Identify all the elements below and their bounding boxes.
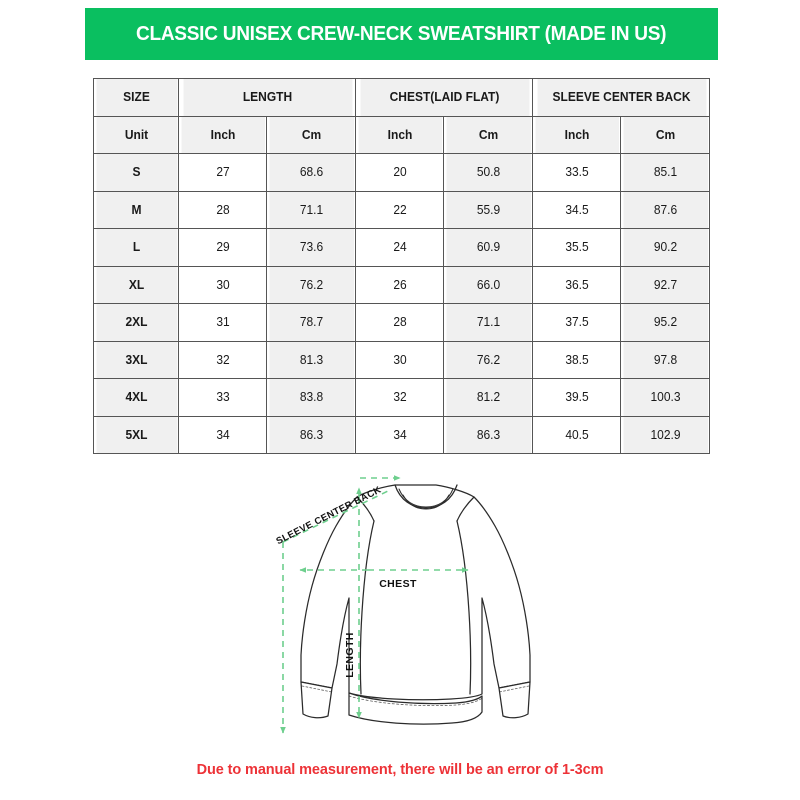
cell-sleeve-inch: 39.5 — [533, 378, 620, 417]
cell-chest-cm: 86.3 — [444, 415, 532, 454]
cell-chest-inch: 28 — [356, 303, 443, 342]
cell-chest-cm: 55.9 — [444, 190, 532, 229]
cell-chest-inch: 34 — [356, 415, 443, 454]
header-size: SIZE — [94, 78, 178, 117]
cell-chest-cm: 60.9 — [444, 228, 532, 267]
cell-chest-cm: 76.2 — [444, 340, 532, 379]
cell-chest-cm: 50.8 — [444, 153, 532, 192]
cell-length-cm: 83.8 — [267, 378, 355, 417]
cell-sleeve-inch: 33.5 — [533, 153, 620, 192]
cell-length-cm: 76.2 — [267, 265, 355, 304]
table-row: 4XL 33 83.8 32 81.2 39.5 100.3 — [94, 378, 710, 417]
cell-sleeve-inch: 40.5 — [533, 415, 620, 454]
cell-size: 3XL — [94, 340, 178, 379]
cell-chest-cm: 71.1 — [444, 303, 532, 342]
table-row: 2XL 31 78.7 28 71.1 37.5 95.2 — [94, 303, 710, 342]
sleeve-guide-diagonal — [282, 489, 391, 543]
table-unit-header-row: Unit Inch Cm Inch Cm Inch Cm — [94, 115, 710, 154]
cell-sleeve-inch: 36.5 — [533, 265, 620, 304]
cell-length-cm: 68.6 — [267, 153, 355, 192]
header-unit: Unit — [94, 115, 178, 154]
cell-sleeve-inch: 34.5 — [533, 190, 620, 229]
table-group-header-row: SIZE LENGTH CHEST(LAID FLAT) SLEEVE CENT… — [94, 78, 710, 117]
cell-size: 4XL — [94, 378, 178, 417]
label-length: LENGTH — [344, 632, 356, 678]
cell-sleeve-cm: 95.2 — [621, 303, 709, 342]
cell-length-inch: 29 — [179, 228, 266, 267]
page-title: CLASSIC UNISEX CREW-NECK SWEATSHIRT (MAD… — [136, 22, 667, 45]
cell-length-inch: 28 — [179, 190, 266, 229]
cell-sleeve-cm: 92.7 — [621, 265, 709, 304]
cell-sleeve-cm: 102.9 — [621, 415, 709, 454]
cell-chest-cm: 66.0 — [444, 265, 532, 304]
measurement-disclaimer: Due to manual measurement, there will be… — [196, 762, 604, 778]
cell-size: XL — [94, 265, 178, 304]
cell-sleeve-inch: 35.5 — [533, 228, 620, 267]
cell-length-inch: 27 — [179, 153, 266, 192]
label-chest: CHEST — [379, 578, 417, 590]
cell-length-inch: 33 — [179, 378, 266, 417]
cell-size: 5XL — [94, 415, 178, 454]
table-row: 3XL 32 81.3 30 76.2 38.5 97.8 — [94, 340, 710, 379]
header-length: LENGTH — [181, 78, 353, 117]
cell-size: L — [94, 228, 178, 267]
measurement-lines — [280, 475, 469, 734]
header-sleeve-inch: Inch — [533, 115, 620, 154]
cell-chest-inch: 24 — [356, 228, 443, 267]
cell-sleeve-inch: 38.5 — [533, 340, 620, 379]
header-chest-cm: Cm — [444, 115, 532, 154]
cell-sleeve-cm: 85.1 — [621, 153, 709, 192]
cell-length-cm: 81.3 — [267, 340, 355, 379]
table-row: S 27 68.6 20 50.8 33.5 85.1 — [94, 153, 710, 192]
header-sleeve-cm: Cm — [621, 115, 709, 154]
cell-length-inch: 32 — [179, 340, 266, 379]
header-length-cm: Cm — [267, 115, 355, 154]
cell-sleeve-cm: 90.2 — [621, 228, 709, 267]
cell-chest-cm: 81.2 — [444, 378, 532, 417]
cell-length-inch: 30 — [179, 265, 266, 304]
cell-length-cm: 73.6 — [267, 228, 355, 267]
table-row: XL 30 76.2 26 66.0 36.5 92.7 — [94, 265, 710, 304]
header-length-inch: Inch — [179, 115, 266, 154]
cell-length-cm: 86.3 — [267, 415, 355, 454]
table-row: M 28 71.1 22 55.9 34.5 87.6 — [94, 190, 710, 229]
cell-chest-inch: 32 — [356, 378, 443, 417]
cell-sleeve-inch: 37.5 — [533, 303, 620, 342]
header-chest: CHEST(LAID FLAT) — [358, 78, 530, 117]
header-chest-inch: Inch — [356, 115, 443, 154]
cell-size: M — [94, 190, 178, 229]
header-sleeve: SLEEVE CENTER BACK — [535, 78, 707, 117]
measurement-diagram: SLEEVE CENTER BACK CHEST LENGTH — [240, 450, 570, 750]
cell-length-inch: 34 — [179, 415, 266, 454]
cell-size: S — [94, 153, 178, 192]
cell-chest-inch: 20 — [356, 153, 443, 192]
cell-sleeve-cm: 87.6 — [621, 190, 709, 229]
cell-sleeve-cm: 100.3 — [621, 378, 709, 417]
cell-length-inch: 31 — [179, 303, 266, 342]
cell-length-cm: 71.1 — [267, 190, 355, 229]
cell-chest-inch: 26 — [356, 265, 443, 304]
sweatshirt-outline — [300, 484, 531, 725]
table-row: L 29 73.6 24 60.9 35.5 90.2 — [94, 228, 710, 267]
table-row: 5XL 34 86.3 34 86.3 40.5 102.9 — [94, 415, 710, 454]
cell-length-cm: 78.7 — [267, 303, 355, 342]
size-chart-table: SIZE LENGTH CHEST(LAID FLAT) SLEEVE CENT… — [93, 78, 710, 454]
cell-chest-inch: 22 — [356, 190, 443, 229]
cell-sleeve-cm: 97.8 — [621, 340, 709, 379]
cell-chest-inch: 30 — [356, 340, 443, 379]
cell-size: 2XL — [94, 303, 178, 342]
header-banner: CLASSIC UNISEX CREW-NECK SWEATSHIRT (MAD… — [85, 8, 718, 60]
